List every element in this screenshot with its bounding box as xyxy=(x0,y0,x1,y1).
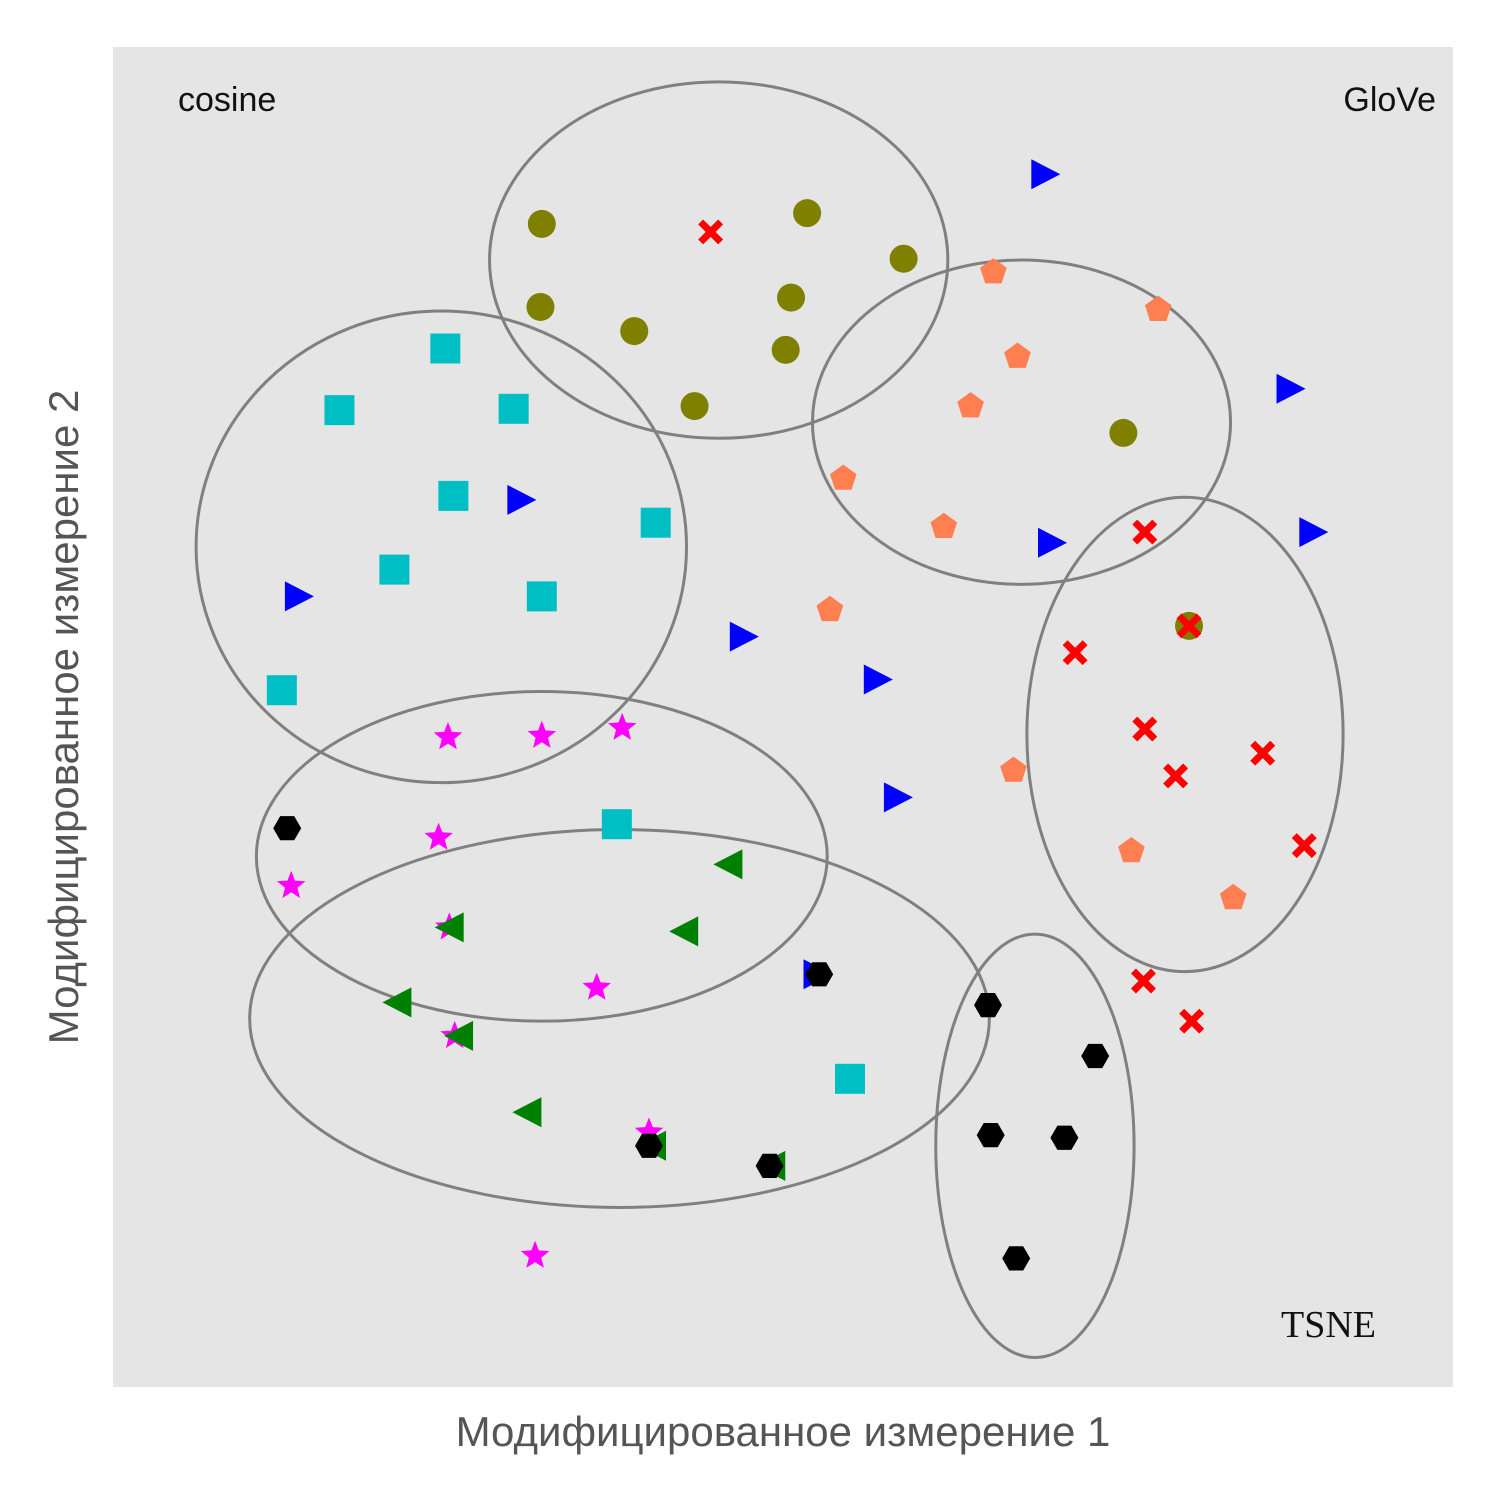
circle-point xyxy=(620,317,649,346)
square-point xyxy=(324,395,355,426)
pentagon-series xyxy=(816,258,1247,910)
hexagon-point xyxy=(976,1123,1005,1148)
hexagon-point xyxy=(1002,1246,1031,1271)
square-series xyxy=(266,333,865,1094)
circle-point xyxy=(889,244,918,273)
triangle-right-point xyxy=(1276,373,1306,404)
cluster-ellipse-1 xyxy=(488,80,950,440)
cluster-ellipse-3 xyxy=(810,258,1233,586)
pentagon-point xyxy=(1219,883,1247,910)
pentagon-point xyxy=(1144,295,1172,321)
triangle-left-point xyxy=(713,849,743,880)
cross-point xyxy=(1132,716,1158,742)
circle-point xyxy=(680,392,709,421)
circle-point xyxy=(793,199,822,228)
star-point xyxy=(433,722,463,750)
y-axis-label: Модифицированное измерение 2 xyxy=(40,390,87,1045)
circle-point xyxy=(771,335,800,364)
pentagon-point xyxy=(1118,837,1145,863)
square-point xyxy=(526,581,557,612)
triangle-right-point xyxy=(883,782,913,813)
triangle-right-point xyxy=(729,621,759,652)
triangle-right-series xyxy=(284,159,1329,990)
star-point xyxy=(582,972,611,1000)
method-label: TSNE xyxy=(1281,1304,1376,1346)
cross-point xyxy=(1062,640,1088,666)
triangle-right-point xyxy=(863,664,893,695)
cross-point xyxy=(698,219,724,245)
star-point xyxy=(634,1117,664,1145)
triangle-right-point xyxy=(284,581,314,612)
square-point xyxy=(266,675,297,706)
pentagon-point xyxy=(930,512,958,538)
square-point xyxy=(498,393,529,424)
circle-point xyxy=(777,283,806,312)
hexagon-point xyxy=(1081,1043,1110,1069)
cross-point xyxy=(1176,613,1202,639)
star-point xyxy=(424,822,453,850)
star-point xyxy=(607,712,637,740)
triangle-right-point xyxy=(1038,527,1067,558)
circle-point xyxy=(527,209,556,238)
pentagon-point xyxy=(830,464,857,490)
cluster-ellipse-2 xyxy=(194,309,689,785)
cross-point xyxy=(1132,519,1158,545)
circle-point xyxy=(1109,418,1138,447)
circle-series xyxy=(526,199,1204,640)
cluster-ellipse-4 xyxy=(1025,495,1345,974)
hexagon-point xyxy=(755,1153,784,1178)
cross-point xyxy=(1291,833,1317,859)
triangle-right-point xyxy=(1299,517,1329,548)
embedding-label: GloVe xyxy=(1343,81,1436,119)
square-point xyxy=(601,809,632,840)
pentagon-point xyxy=(980,258,1007,284)
triangle-left-point xyxy=(434,912,464,943)
hexagon-point xyxy=(273,816,302,841)
data-points xyxy=(266,159,1329,1271)
cluster-ellipse-7 xyxy=(934,932,1136,1360)
cluster-ellipses xyxy=(194,80,1345,1360)
plot-panel xyxy=(113,47,1453,1387)
hexagon-point xyxy=(635,1133,663,1158)
star-point xyxy=(277,870,306,898)
square-point xyxy=(379,554,410,585)
pentagon-point xyxy=(957,392,984,418)
pentagon-point xyxy=(1000,756,1027,782)
triangle-left-point xyxy=(444,1020,474,1051)
square-point xyxy=(835,1063,865,1094)
cross-point xyxy=(1179,1008,1205,1034)
triangle-left-point xyxy=(382,987,412,1018)
star-point xyxy=(527,720,557,748)
hexagon-point xyxy=(1050,1125,1079,1150)
cross-series xyxy=(698,219,1317,1034)
square-point xyxy=(430,333,461,364)
square-point xyxy=(438,480,469,511)
triangle-right-point xyxy=(507,484,537,515)
star-point xyxy=(520,1240,550,1268)
metric-label: cosine xyxy=(178,81,276,119)
cross-point xyxy=(1163,763,1189,789)
pentagon-point xyxy=(816,595,844,622)
hexagon-point xyxy=(974,993,1002,1018)
triangle-left-point xyxy=(512,1097,542,1128)
pentagon-point xyxy=(1004,342,1031,368)
cluster-ellipse-5 xyxy=(254,690,829,1023)
triangle-left-point xyxy=(669,916,699,947)
square-point xyxy=(640,507,671,538)
cross-point xyxy=(1130,968,1156,994)
triangle-right-point xyxy=(1031,159,1061,190)
hexagon-series xyxy=(273,816,1110,1271)
hexagon-point xyxy=(805,962,834,987)
x-axis-label: Модифицированное измерение 1 xyxy=(456,1408,1111,1455)
cross-point xyxy=(1250,740,1276,766)
circle-point xyxy=(526,292,555,321)
